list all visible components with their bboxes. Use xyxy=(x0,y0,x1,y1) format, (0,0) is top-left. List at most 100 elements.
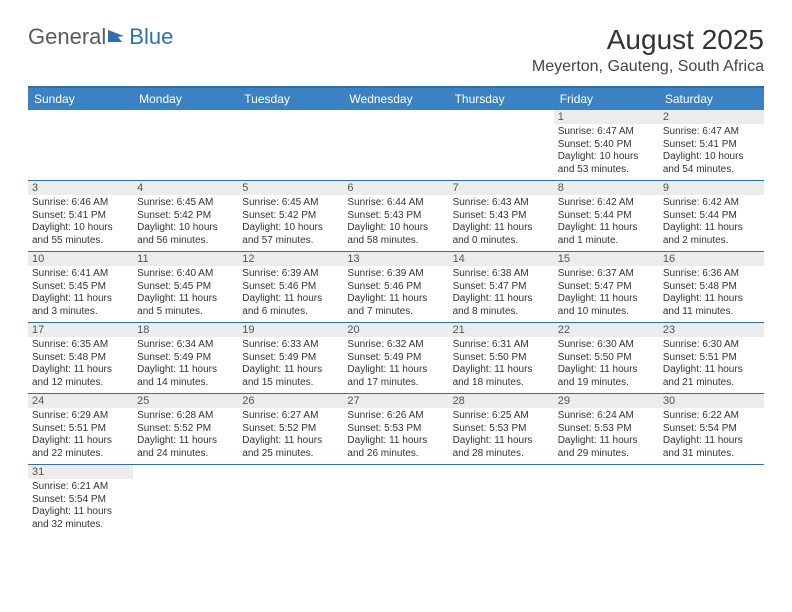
sunrise-text: Sunrise: 6:43 AM xyxy=(453,197,550,210)
dow-saturday: Saturday xyxy=(659,88,764,110)
sunrise-text: Sunrise: 6:42 AM xyxy=(663,197,760,210)
week-row: 1Sunrise: 6:47 AMSunset: 5:40 PMDaylight… xyxy=(28,110,764,181)
day-number: 3 xyxy=(28,181,133,195)
sunrise-text: Sunrise: 6:38 AM xyxy=(453,268,550,281)
calendar-page: General Blue August 2025 Meyerton, Gaute… xyxy=(0,0,792,559)
day-number: 20 xyxy=(343,323,448,337)
day-cell xyxy=(343,110,448,180)
daylight-text: Daylight: 11 hours and 1 minute. xyxy=(558,222,655,247)
day-number: 10 xyxy=(28,252,133,266)
title-block: August 2025 Meyerton, Gauteng, South Afr… xyxy=(532,24,764,76)
day-body: Sunrise: 6:39 AMSunset: 5:46 PMDaylight:… xyxy=(343,266,448,322)
day-body: Sunrise: 6:47 AMSunset: 5:41 PMDaylight:… xyxy=(659,124,764,180)
daylight-text: Daylight: 11 hours and 21 minutes. xyxy=(663,364,760,389)
day-cell xyxy=(28,110,133,180)
sunset-text: Sunset: 5:43 PM xyxy=(453,210,550,223)
dow-friday: Friday xyxy=(554,88,659,110)
sunset-text: Sunset: 5:47 PM xyxy=(453,281,550,294)
day-number: 6 xyxy=(343,181,448,195)
sunrise-text: Sunrise: 6:42 AM xyxy=(558,197,655,210)
day-number: 19 xyxy=(238,323,343,337)
day-body: Sunrise: 6:46 AMSunset: 5:41 PMDaylight:… xyxy=(28,195,133,251)
sunrise-text: Sunrise: 6:47 AM xyxy=(663,126,760,139)
day-body: Sunrise: 6:21 AMSunset: 5:54 PMDaylight:… xyxy=(28,479,133,535)
page-header: General Blue August 2025 Meyerton, Gaute… xyxy=(28,24,764,76)
sunrise-text: Sunrise: 6:24 AM xyxy=(558,410,655,423)
sunrise-text: Sunrise: 6:27 AM xyxy=(242,410,339,423)
day-cell xyxy=(659,465,764,535)
dow-tuesday: Tuesday xyxy=(238,88,343,110)
day-number: 15 xyxy=(554,252,659,266)
daylight-text: Daylight: 11 hours and 7 minutes. xyxy=(347,293,444,318)
day-cell: 12Sunrise: 6:39 AMSunset: 5:46 PMDayligh… xyxy=(238,252,343,322)
day-number: 30 xyxy=(659,394,764,408)
day-number: 13 xyxy=(343,252,448,266)
day-cell: 17Sunrise: 6:35 AMSunset: 5:48 PMDayligh… xyxy=(28,323,133,393)
daylight-text: Daylight: 10 hours and 53 minutes. xyxy=(558,151,655,176)
day-cell: 24Sunrise: 6:29 AMSunset: 5:51 PMDayligh… xyxy=(28,394,133,464)
day-number: 9 xyxy=(659,181,764,195)
dow-wednesday: Wednesday xyxy=(343,88,448,110)
day-cell: 25Sunrise: 6:28 AMSunset: 5:52 PMDayligh… xyxy=(133,394,238,464)
sunset-text: Sunset: 5:41 PM xyxy=(663,139,760,152)
month-title: August 2025 xyxy=(532,24,764,56)
day-body: Sunrise: 6:42 AMSunset: 5:44 PMDaylight:… xyxy=(659,195,764,251)
day-cell: 1Sunrise: 6:47 AMSunset: 5:40 PMDaylight… xyxy=(554,110,659,180)
daylight-text: Daylight: 11 hours and 24 minutes. xyxy=(137,435,234,460)
day-cell xyxy=(343,465,448,535)
brand-logo: General Blue xyxy=(28,24,173,50)
day-number: 31 xyxy=(28,465,133,479)
sunrise-text: Sunrise: 6:30 AM xyxy=(663,339,760,352)
daylight-text: Daylight: 11 hours and 15 minutes. xyxy=(242,364,339,389)
day-body: Sunrise: 6:38 AMSunset: 5:47 PMDaylight:… xyxy=(449,266,554,322)
sunset-text: Sunset: 5:52 PM xyxy=(242,423,339,436)
day-body: Sunrise: 6:22 AMSunset: 5:54 PMDaylight:… xyxy=(659,408,764,464)
sunrise-text: Sunrise: 6:45 AM xyxy=(137,197,234,210)
day-body: Sunrise: 6:42 AMSunset: 5:44 PMDaylight:… xyxy=(554,195,659,251)
sunrise-text: Sunrise: 6:33 AM xyxy=(242,339,339,352)
day-number: 29 xyxy=(554,394,659,408)
day-cell: 3Sunrise: 6:46 AMSunset: 5:41 PMDaylight… xyxy=(28,181,133,251)
day-cell: 6Sunrise: 6:44 AMSunset: 5:43 PMDaylight… xyxy=(343,181,448,251)
daylight-text: Daylight: 11 hours and 3 minutes. xyxy=(32,293,129,318)
day-cell: 8Sunrise: 6:42 AMSunset: 5:44 PMDaylight… xyxy=(554,181,659,251)
sunset-text: Sunset: 5:48 PM xyxy=(663,281,760,294)
day-body: Sunrise: 6:30 AMSunset: 5:50 PMDaylight:… xyxy=(554,337,659,393)
sunset-text: Sunset: 5:46 PM xyxy=(242,281,339,294)
day-cell: 19Sunrise: 6:33 AMSunset: 5:49 PMDayligh… xyxy=(238,323,343,393)
daylight-text: Daylight: 11 hours and 22 minutes. xyxy=(32,435,129,460)
day-body: Sunrise: 6:26 AMSunset: 5:53 PMDaylight:… xyxy=(343,408,448,464)
sunset-text: Sunset: 5:54 PM xyxy=(663,423,760,436)
day-body: Sunrise: 6:28 AMSunset: 5:52 PMDaylight:… xyxy=(133,408,238,464)
sunrise-text: Sunrise: 6:44 AM xyxy=(347,197,444,210)
sunset-text: Sunset: 5:42 PM xyxy=(137,210,234,223)
day-number: 22 xyxy=(554,323,659,337)
day-number: 26 xyxy=(238,394,343,408)
day-number: 23 xyxy=(659,323,764,337)
dow-sunday: Sunday xyxy=(28,88,133,110)
daylight-text: Daylight: 11 hours and 17 minutes. xyxy=(347,364,444,389)
week-row: 10Sunrise: 6:41 AMSunset: 5:45 PMDayligh… xyxy=(28,252,764,323)
sunset-text: Sunset: 5:42 PM xyxy=(242,210,339,223)
day-number: 24 xyxy=(28,394,133,408)
sunrise-text: Sunrise: 6:45 AM xyxy=(242,197,339,210)
daylight-text: Daylight: 11 hours and 11 minutes. xyxy=(663,293,760,318)
sunset-text: Sunset: 5:49 PM xyxy=(137,352,234,365)
day-cell: 13Sunrise: 6:39 AMSunset: 5:46 PMDayligh… xyxy=(343,252,448,322)
day-body: Sunrise: 6:31 AMSunset: 5:50 PMDaylight:… xyxy=(449,337,554,393)
day-cell: 18Sunrise: 6:34 AMSunset: 5:49 PMDayligh… xyxy=(133,323,238,393)
day-number: 12 xyxy=(238,252,343,266)
sunrise-text: Sunrise: 6:39 AM xyxy=(347,268,444,281)
sunrise-text: Sunrise: 6:39 AM xyxy=(242,268,339,281)
day-number: 1 xyxy=(554,110,659,124)
day-number: 11 xyxy=(133,252,238,266)
sunrise-text: Sunrise: 6:41 AM xyxy=(32,268,129,281)
sunset-text: Sunset: 5:43 PM xyxy=(347,210,444,223)
daylight-text: Daylight: 11 hours and 8 minutes. xyxy=(453,293,550,318)
daylight-text: Daylight: 11 hours and 12 minutes. xyxy=(32,364,129,389)
sunrise-text: Sunrise: 6:29 AM xyxy=(32,410,129,423)
daylight-text: Daylight: 11 hours and 26 minutes. xyxy=(347,435,444,460)
sunset-text: Sunset: 5:53 PM xyxy=(453,423,550,436)
day-cell xyxy=(133,465,238,535)
day-cell: 15Sunrise: 6:37 AMSunset: 5:47 PMDayligh… xyxy=(554,252,659,322)
